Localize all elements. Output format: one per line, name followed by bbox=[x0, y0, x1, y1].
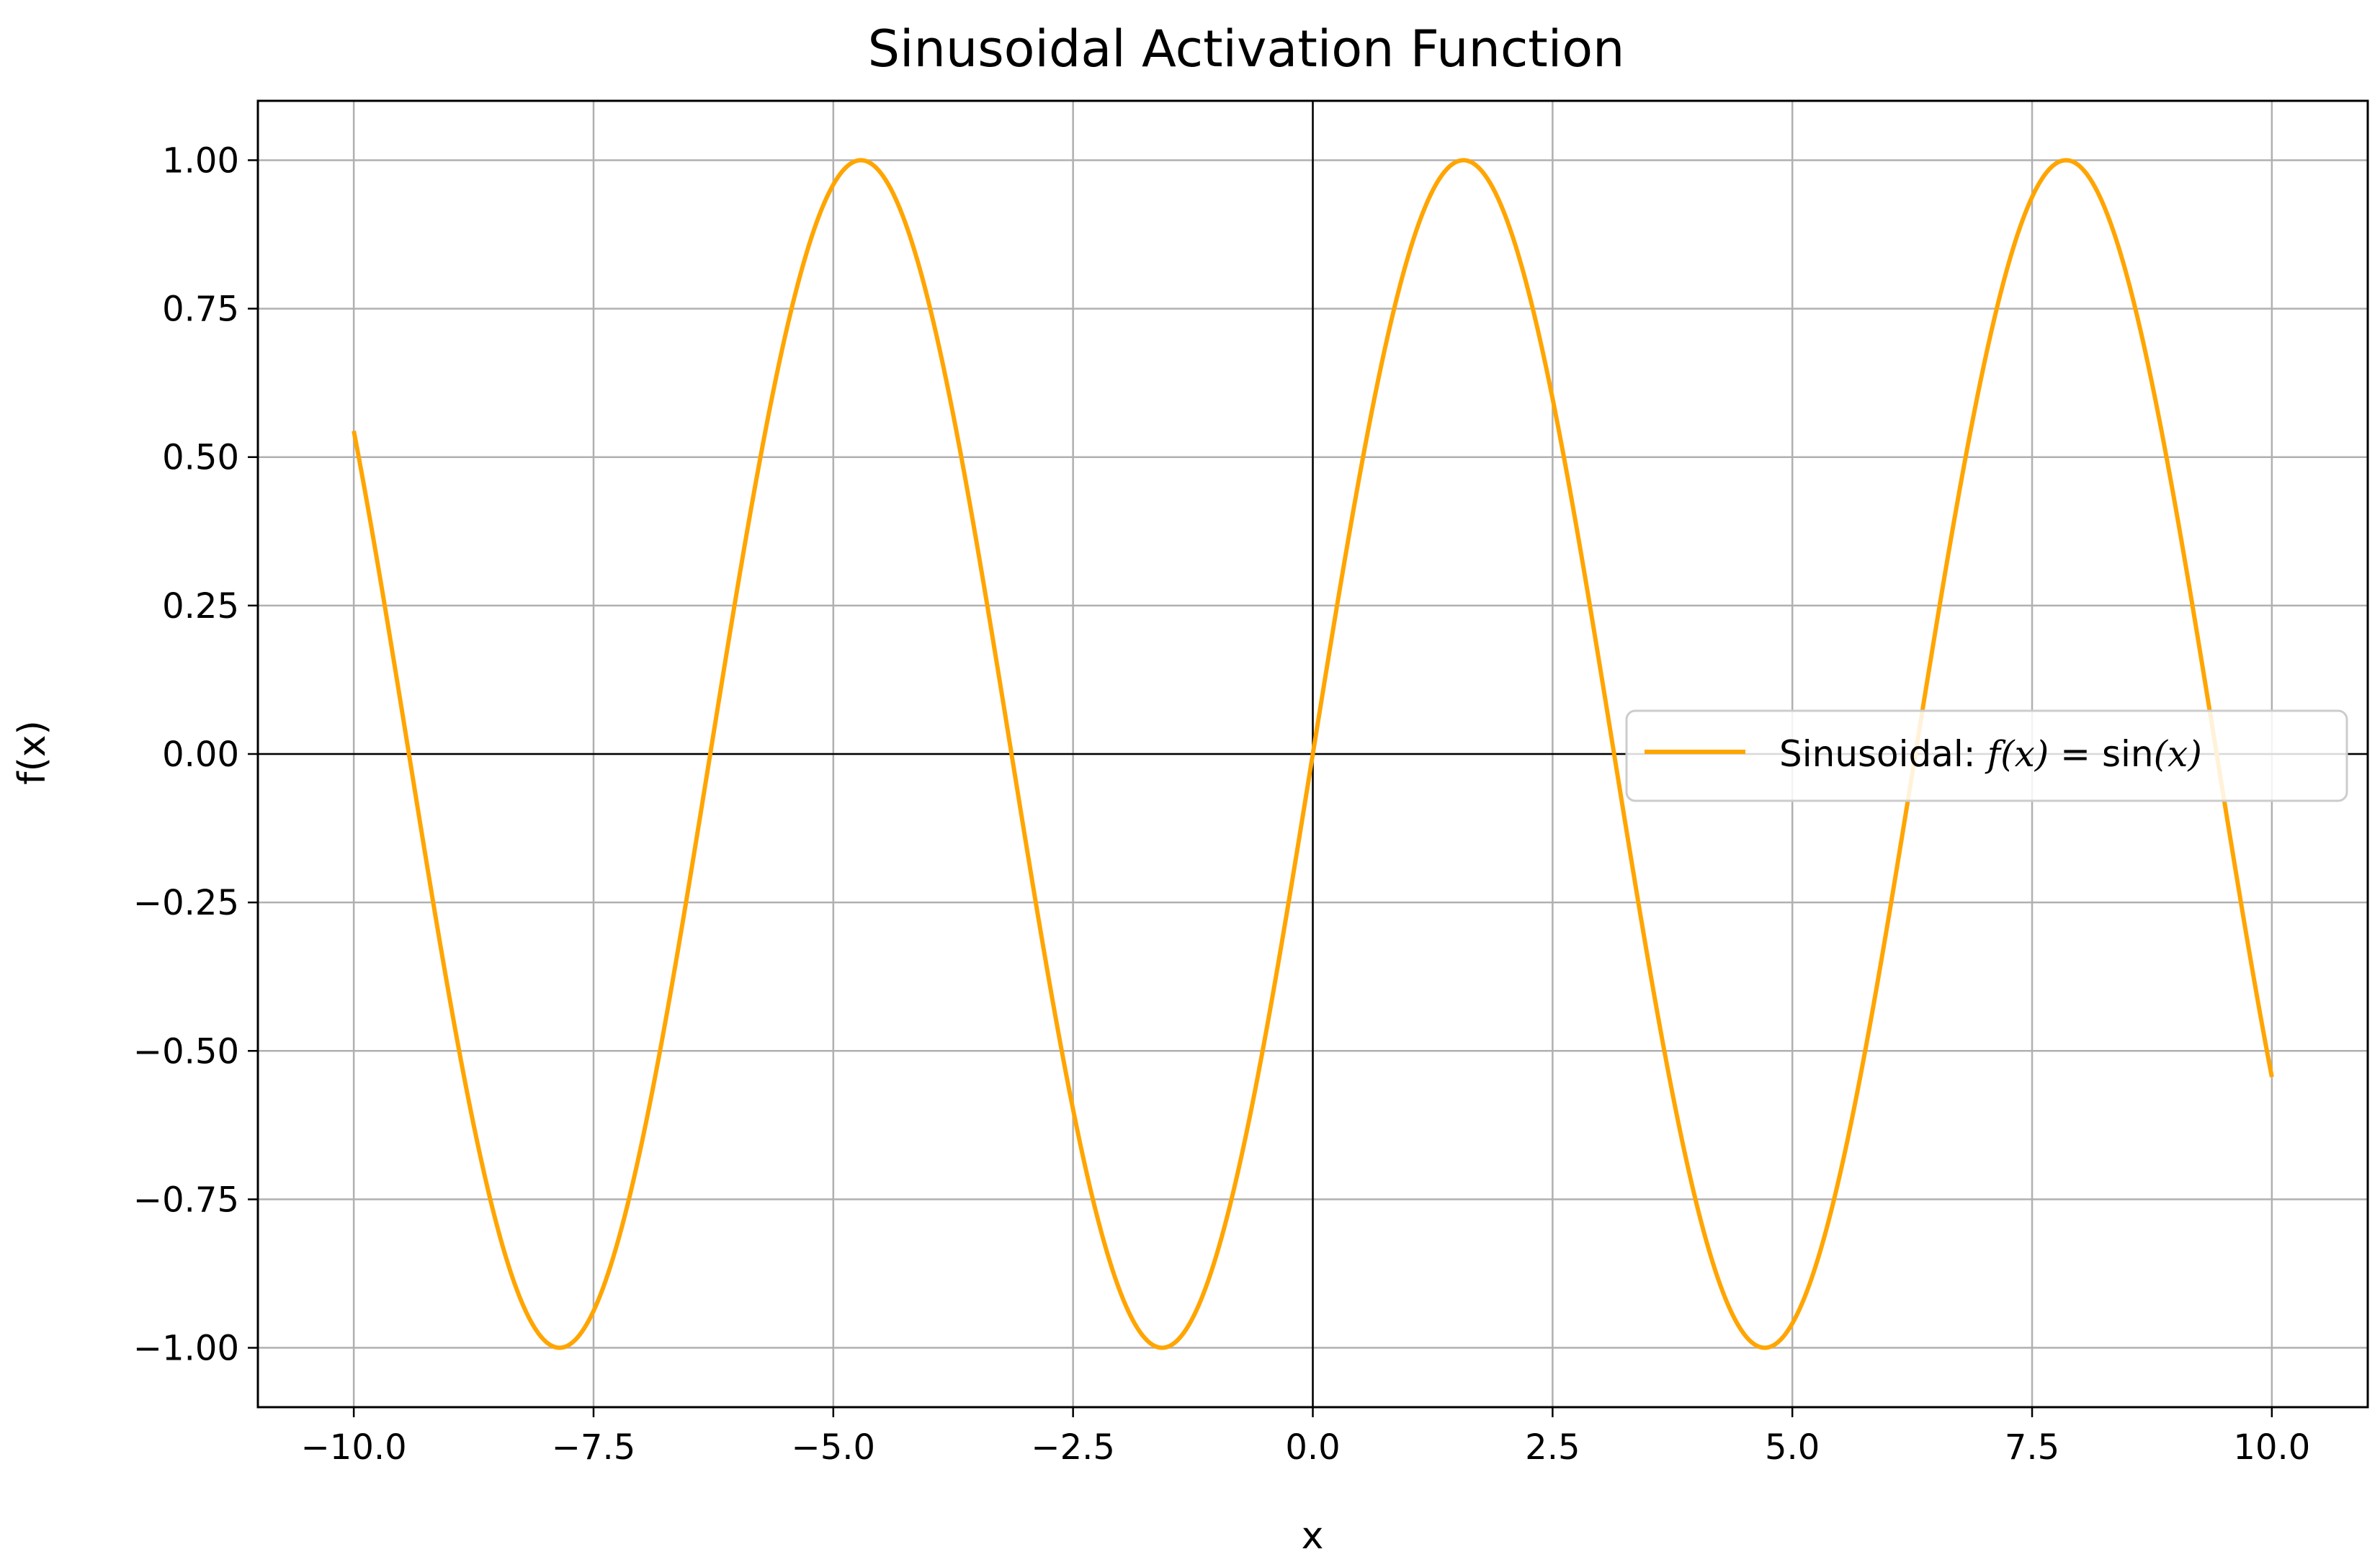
chart-title: Sinusoidal Activation Function bbox=[868, 19, 1625, 78]
x-tick-label: 7.5 bbox=[2005, 1427, 2059, 1468]
x-tick-label: −2.5 bbox=[1031, 1427, 1115, 1468]
x-tick-label: 2.5 bbox=[1525, 1427, 1580, 1468]
y-tick-label: 0.00 bbox=[162, 735, 239, 775]
legend-box bbox=[1625, 709, 2348, 802]
series-layer bbox=[352, 158, 2274, 1350]
series-line-sinusoidal bbox=[352, 158, 2274, 1350]
y-tick-label: 1.00 bbox=[162, 140, 239, 181]
x-tick-label: 5.0 bbox=[1765, 1427, 1820, 1468]
y-tick-labels: 1.00 0.75 0.50 0.25 0.00 −0.25 −0.50 −0.75 −1.00 bbox=[133, 140, 239, 1368]
y-tick-label: 0.50 bbox=[162, 438, 239, 478]
x-tick-label: 0.0 bbox=[1285, 1427, 1340, 1468]
legend-entry-label: Sinusoidal: f(x) = sin(x) bbox=[1779, 733, 2202, 775]
axis-ticks bbox=[248, 159, 2273, 1417]
y-tick-label: −0.50 bbox=[133, 1031, 239, 1072]
y-tick-label: −0.25 bbox=[133, 883, 239, 923]
x-tick-label: −5.0 bbox=[792, 1427, 876, 1468]
legend: Sinusoidal: f(x) = sin(x) bbox=[1625, 709, 2348, 802]
y-tick-label: −0.75 bbox=[133, 1180, 239, 1220]
x-tick-label: −7.5 bbox=[552, 1427, 636, 1468]
y-tick-label: 0.25 bbox=[162, 586, 239, 627]
x-tick-labels: −10.0 −7.5 −5.0 −2.5 0.0 2.5 5.0 7.5 10.0 bbox=[301, 1427, 2311, 1468]
y-tick-label: −1.00 bbox=[133, 1329, 239, 1369]
x-axis-label: x bbox=[1302, 1514, 1324, 1558]
legend-lhs: f(x) bbox=[1985, 733, 2049, 775]
y-tick-label: 0.75 bbox=[162, 289, 239, 330]
legend-arg: (x) bbox=[2154, 733, 2202, 775]
legend-prefix: Sinusoidal: bbox=[1779, 733, 1987, 775]
legend-equals: = bbox=[2049, 733, 2102, 775]
y-axis-label: f(x) bbox=[11, 720, 54, 785]
legend-fn: sin bbox=[2102, 733, 2154, 775]
x-tick-label: 10.0 bbox=[2233, 1427, 2310, 1468]
x-tick-label: −10.0 bbox=[301, 1427, 407, 1468]
